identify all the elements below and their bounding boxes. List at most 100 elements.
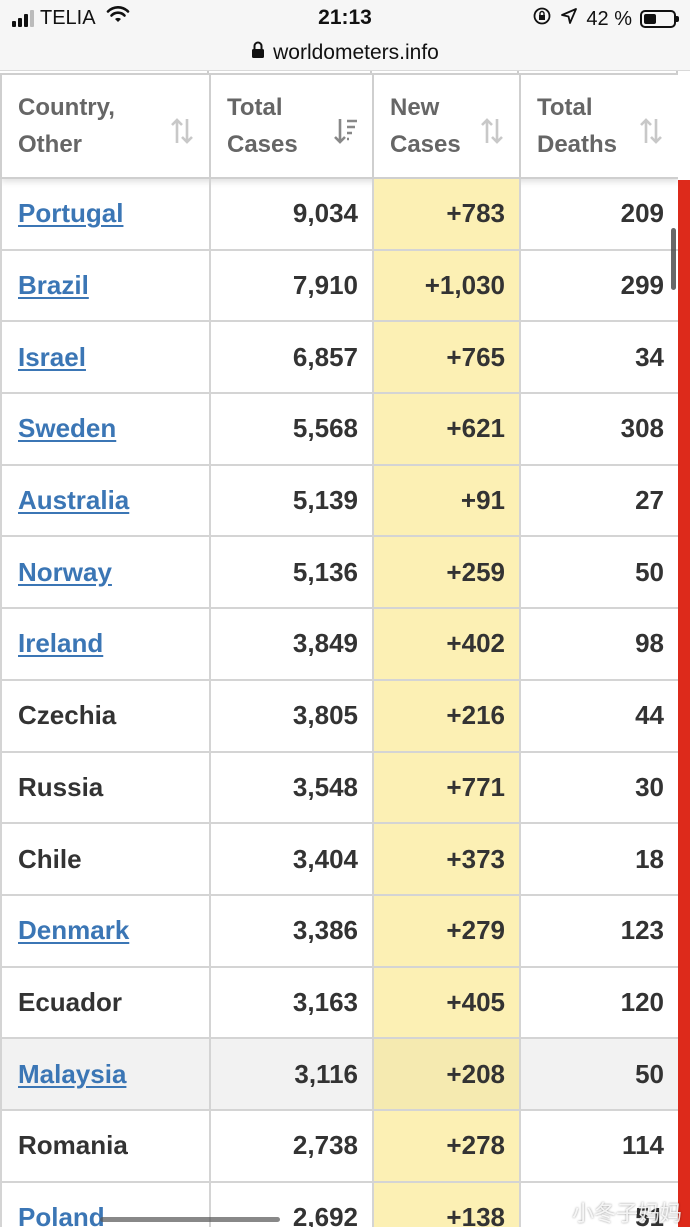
carrier-group: TELIA [12,6,130,30]
table-row: Portugal 9,034 +783 209 [0,177,678,251]
country-link[interactable]: Portugal [18,198,124,229]
cell-total-deaths: 209 [519,177,678,251]
status-right-group: 42 % [532,6,679,32]
cell-total-deaths: 120 [519,965,678,1040]
cell-country: Sweden [0,392,211,466]
cell-new-cases: +405 [372,965,521,1040]
table-row: Russia 3,548 +771 30 [0,750,678,825]
cell-country: Norway [0,535,211,610]
country-name: Romania [18,1130,128,1161]
cell-total-deaths: 98 [519,607,678,681]
cell-new-cases: +216 [372,678,521,753]
cell-new-cases: +621 [372,392,521,466]
url-text[interactable]: worldometers.info [273,41,439,64]
cell-total-deaths: 50 [519,1037,678,1111]
header-total-deaths[interactable]: Total Deaths [519,73,678,179]
cell-country: Denmark [0,893,211,968]
country-name: Russia [18,771,104,802]
sort-icon[interactable] [479,116,505,157]
orientation-lock-icon [532,6,552,32]
cell-total-deaths: 123 [519,893,678,968]
location-arrow-icon [560,7,578,31]
cell-country: Russia [0,750,211,825]
wifi-icon [106,6,130,30]
horizontal-scrollbar[interactable] [100,1217,280,1222]
table-row: Romania 2,738 +278 114 [0,1108,678,1183]
cell-total-cases: 3,116 [209,1037,374,1111]
table-row: Norway 5,136 +259 50 [0,535,678,610]
watermark-text: 小冬子妈妈 [571,1201,682,1226]
address-bar[interactable]: worldometers.info [0,36,690,71]
lock-icon [251,41,265,65]
cell-new-cases: +208 [372,1037,521,1111]
table-row: Denmark 3,386 +279 123 [0,893,678,968]
cell-total-cases: 5,136 [209,535,374,610]
country-link[interactable]: Denmark [18,915,130,946]
watermark: 小冬子妈妈 [537,1196,682,1228]
cell-new-cases: +138 [372,1180,521,1227]
cell-new-cases: +279 [372,893,521,968]
country-link[interactable]: Australia [18,485,130,516]
header-total-cases[interactable]: Total Cases [209,73,374,179]
cell-country: Ireland [0,607,211,681]
country-link[interactable]: Malaysia [18,1058,127,1089]
cell-total-cases: 3,849 [209,607,374,681]
cell-total-deaths: 44 [519,678,678,753]
table-row: Czechia 3,805 +216 44 [0,678,678,753]
cell-total-deaths: 34 [519,320,678,395]
cell-country: Portugal [0,177,211,251]
cell-total-cases: 6,857 [209,320,374,395]
sort-icon[interactable] [638,116,664,157]
weibo-icon [537,1197,566,1227]
vertical-scrollbar[interactable] [671,228,676,290]
cell-total-deaths: 50 [519,535,678,610]
cell-new-cases: +373 [372,822,521,896]
sort-icon[interactable] [169,116,195,157]
cellular-signal-icon [12,9,34,27]
country-link[interactable]: Norway [18,556,112,587]
country-link[interactable]: Israel [18,341,86,372]
cell-total-deaths: 18 [519,822,678,896]
cell-total-cases: 3,805 [209,678,374,753]
cell-new-cases: +91 [372,463,521,538]
country-link[interactable]: Brazil [18,270,89,301]
table-row: Australia 5,139 +91 27 [0,463,678,538]
cell-new-cases: +259 [372,535,521,610]
cases-table-container: Country, Other Total Cases [0,71,678,1227]
header-new-cases[interactable]: New Cases [372,73,521,179]
country-link[interactable]: Ireland [18,628,104,659]
table-row: Sweden 5,568 +621 308 [0,392,678,466]
country-link[interactable]: Sweden [18,413,117,444]
cell-total-cases: 3,163 [209,965,374,1040]
table-row: Ireland 3,849 +402 98 [0,607,678,681]
cell-new-cases: +1,030 [372,248,521,323]
cell-total-deaths: 27 [519,463,678,538]
table-row: Malaysia 3,116 +208 50 [0,1037,678,1111]
clock: 21:13 [318,6,372,29]
country-link[interactable]: Poland [18,1201,105,1227]
edge-gap [678,71,690,180]
cell-total-cases: 3,404 [209,822,374,896]
sort-descending-icon[interactable] [332,116,358,157]
header-country[interactable]: Country, Other [0,73,211,179]
battery-percent: 42 % [586,7,632,30]
cell-new-cases: +783 [372,177,521,251]
country-name: Czechia [18,700,117,731]
cell-total-cases: 2,738 [209,1108,374,1183]
cell-total-cases: 3,548 [209,750,374,825]
cell-country: Malaysia [0,1037,211,1111]
cases-table: Country, Other Total Cases [0,73,678,1227]
cell-country: Australia [0,463,211,538]
cell-new-cases: +402 [372,607,521,681]
cell-country: Czechia [0,678,211,753]
cell-total-cases: 2,692 [209,1180,374,1227]
cell-total-deaths: 30 [519,750,678,825]
cell-total-cases: 5,139 [209,463,374,538]
battery-icon [640,10,679,28]
cell-total-cases: 7,910 [209,248,374,323]
cell-country: Israel [0,320,211,395]
country-name: Ecuador [18,986,123,1017]
table-row: Israel 6,857 +765 34 [0,320,678,395]
cell-total-deaths: 308 [519,392,678,466]
status-bar: TELIA 21:13 42 % [0,0,690,36]
